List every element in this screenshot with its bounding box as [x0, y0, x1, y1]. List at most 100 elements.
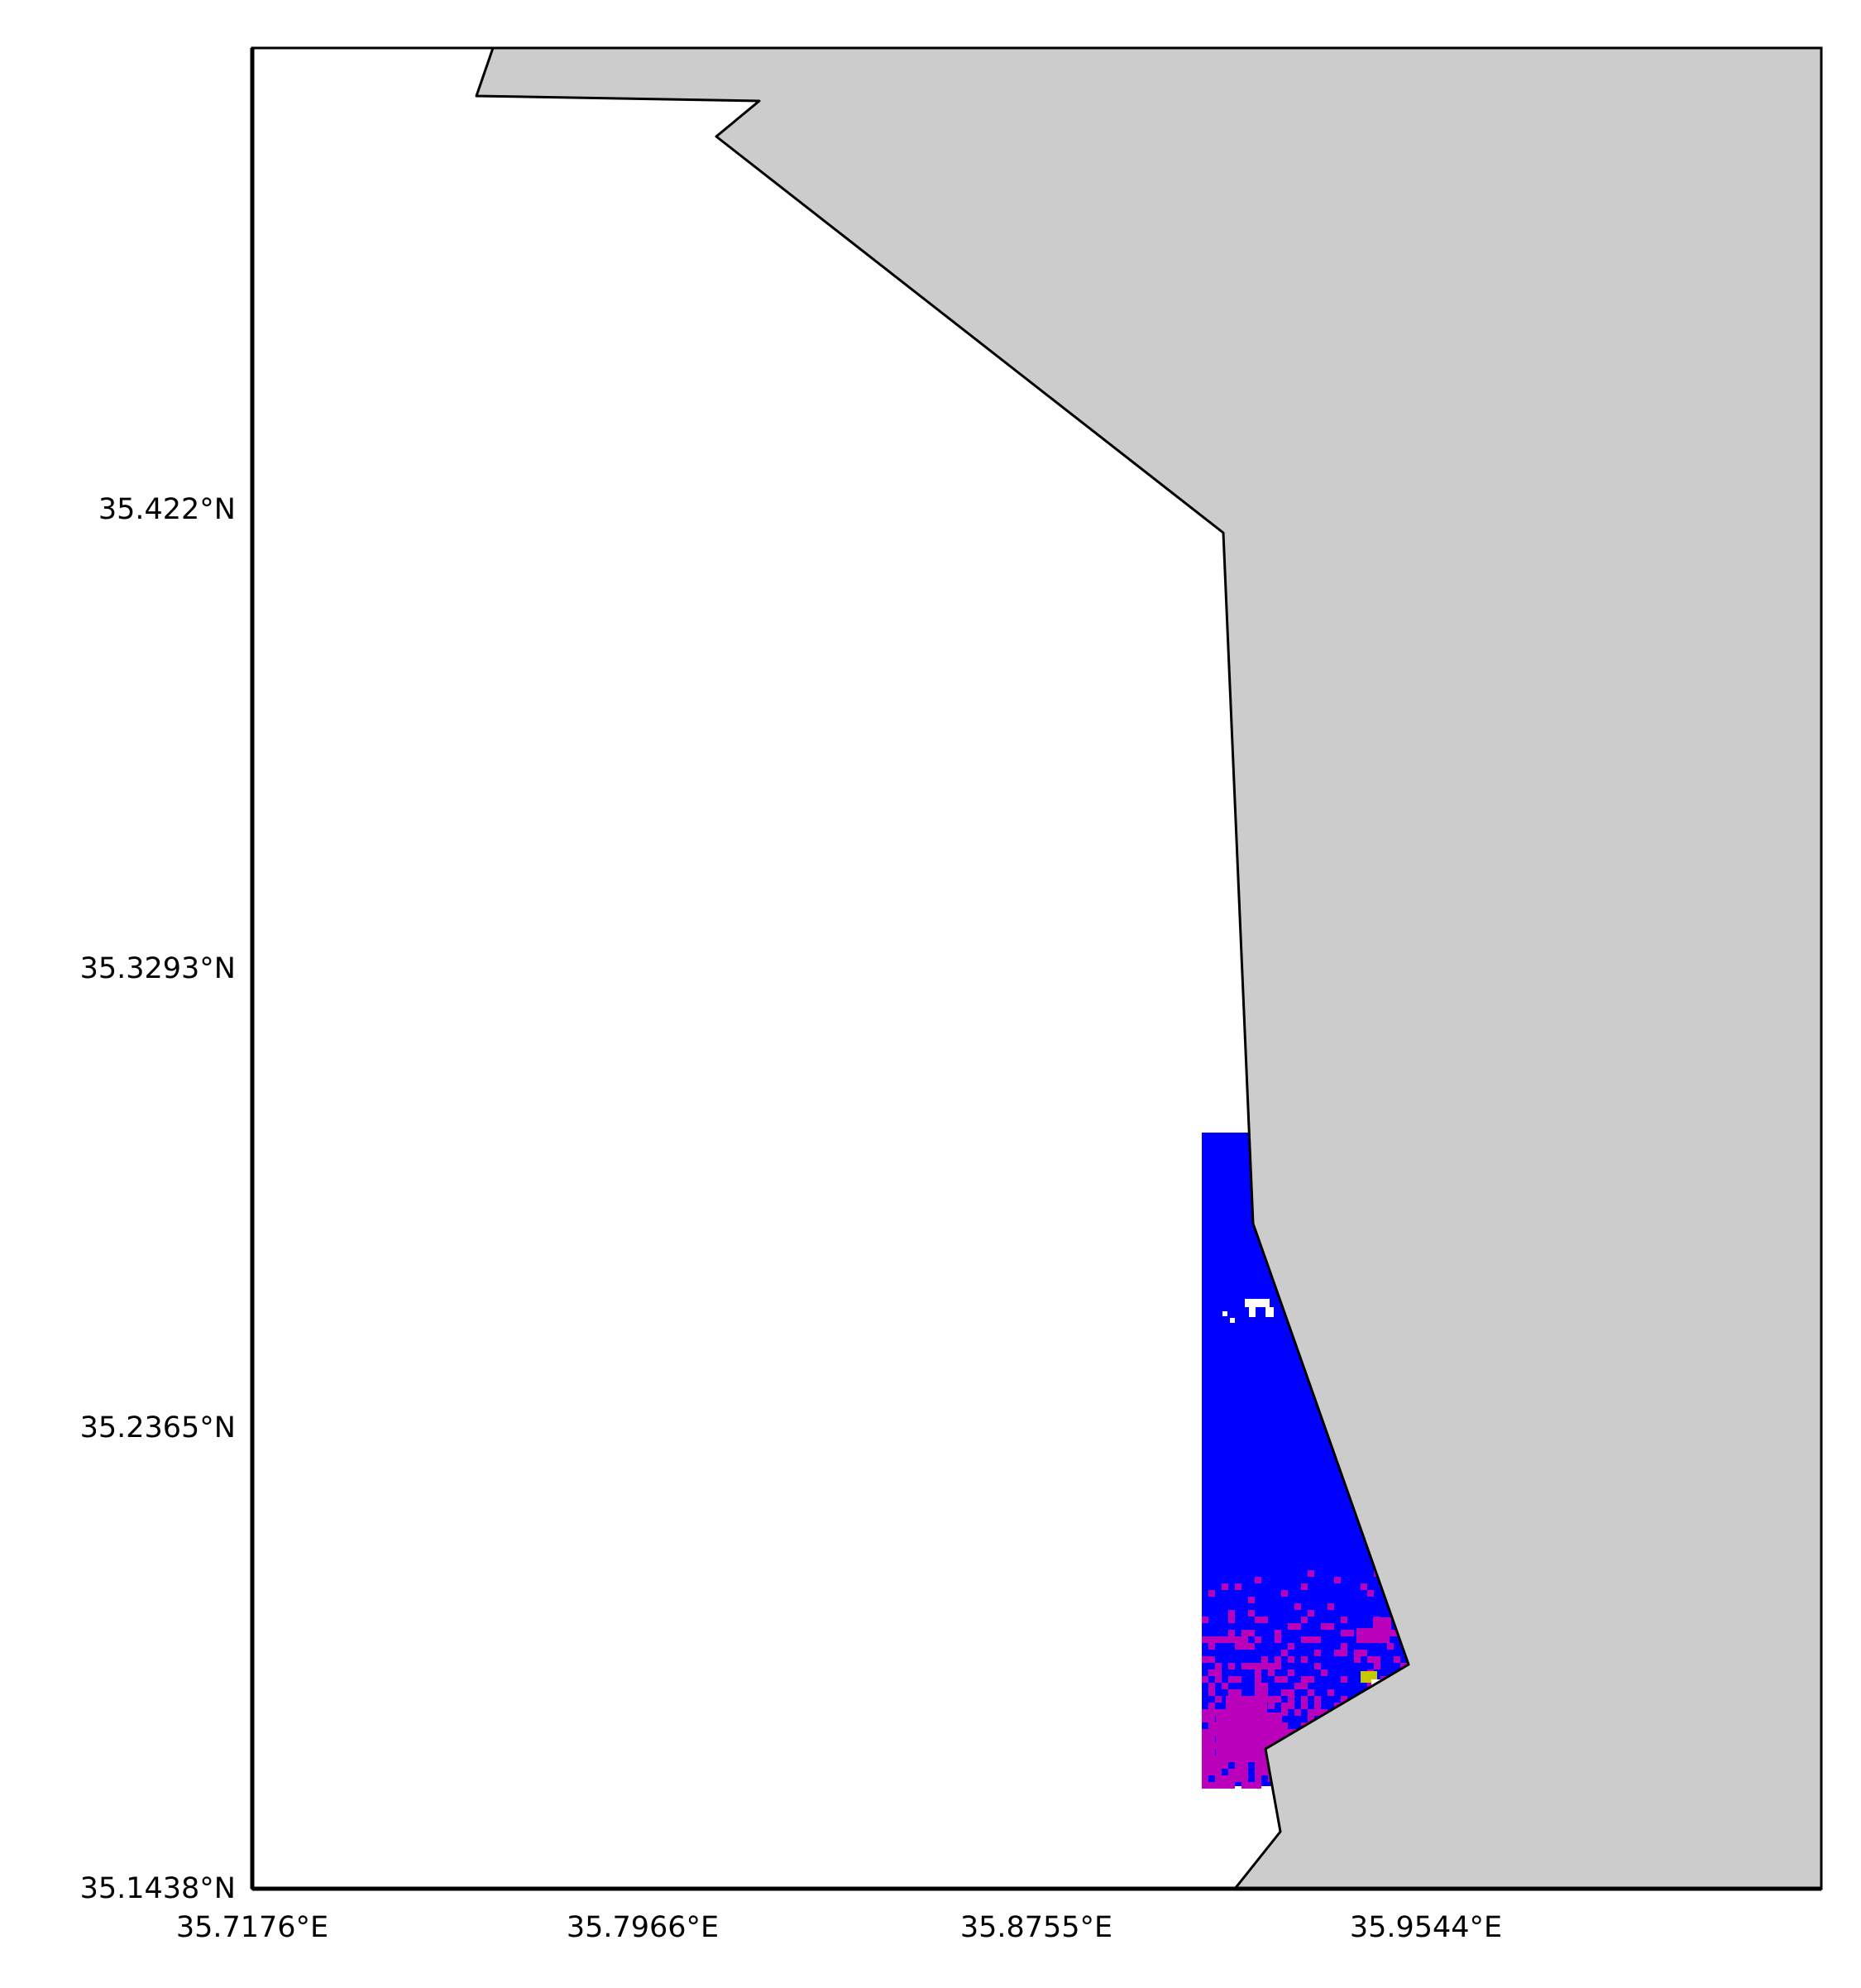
raster-cell — [1288, 1623, 1294, 1630]
raster-cell — [1248, 1663, 1255, 1669]
raster-cell — [1275, 1630, 1281, 1636]
raster-gap — [1249, 1307, 1256, 1317]
raster-cell — [1208, 1762, 1215, 1769]
raster-cell — [1294, 1603, 1301, 1610]
raster-cell — [1255, 1775, 1261, 1782]
lat-label: 35.1438°N — [80, 1872, 236, 1905]
raster-cell — [1328, 1689, 1334, 1696]
raster-cell — [1202, 1617, 1208, 1623]
raster-cell — [1294, 1683, 1301, 1689]
raster-cell — [1228, 1630, 1235, 1636]
raster-cell — [1255, 1762, 1261, 1769]
raster-cell — [1202, 1742, 1208, 1749]
raster-cell — [1394, 1656, 1400, 1663]
raster-cell — [1208, 1782, 1215, 1789]
raster-cell — [1248, 1597, 1255, 1603]
raster-cell — [1261, 1683, 1268, 1689]
raster-cell — [1268, 1663, 1275, 1669]
raster-cell — [1202, 1736, 1208, 1742]
raster-cell — [1288, 1689, 1294, 1696]
raster-cell — [1288, 1643, 1294, 1650]
raster-cell — [1261, 1762, 1268, 1769]
raster-cell — [1235, 1762, 1241, 1769]
raster-cell — [1387, 1643, 1394, 1650]
raster-cell — [1228, 1782, 1235, 1789]
raster-cell — [1341, 1676, 1347, 1683]
raster-cell — [1241, 1643, 1248, 1650]
raster-cell — [1314, 1703, 1321, 1709]
raster-cell — [1202, 1782, 1208, 1789]
raster-cell — [1208, 1736, 1215, 1742]
raster-cell — [1294, 1623, 1301, 1630]
raster-cell — [1208, 1643, 1215, 1650]
raster-cell — [1222, 1775, 1228, 1782]
raster-cell — [1334, 1650, 1341, 1656]
raster-cell — [1255, 1617, 1261, 1623]
raster-gap — [1222, 1311, 1227, 1316]
raster-cell — [1261, 1769, 1268, 1775]
raster-cell — [1255, 1769, 1261, 1775]
raster-cell — [1208, 1756, 1215, 1762]
raster-cell — [1208, 1683, 1215, 1689]
raster-cell — [1301, 1656, 1308, 1663]
raster-cell — [1222, 1683, 1228, 1689]
raster-cell — [1308, 1709, 1314, 1716]
raster-cell — [1248, 1630, 1255, 1636]
raster-cell — [1268, 1703, 1275, 1709]
raster-cell — [1354, 1656, 1361, 1663]
raster-cell — [1215, 1762, 1222, 1769]
raster-cell — [1261, 1663, 1268, 1669]
raster-cell — [1356, 1628, 1390, 1643]
raster-cell — [1241, 1636, 1248, 1643]
raster-cell — [1341, 1696, 1347, 1703]
raster-cell — [1208, 1656, 1215, 1663]
raster-cell — [1255, 1636, 1261, 1643]
raster-cell — [1226, 1696, 1267, 1717]
raster-cell — [1255, 1669, 1261, 1676]
raster-cell — [1301, 1636, 1308, 1643]
raster-cell — [1248, 1643, 1255, 1650]
raster-cell — [1208, 1669, 1215, 1676]
raster-cell — [1347, 1630, 1354, 1636]
land-area — [475, 48, 1821, 1889]
raster-cell — [1235, 1676, 1241, 1683]
raster-cell — [1241, 1663, 1248, 1669]
raster-cell — [1248, 1610, 1255, 1617]
raster-cell — [1374, 1663, 1380, 1669]
raster-cell — [1367, 1590, 1374, 1597]
raster-cell — [1374, 1656, 1380, 1663]
raster-cell — [1202, 1716, 1208, 1722]
raster-cell — [1241, 1762, 1248, 1769]
raster-cell — [1228, 1689, 1235, 1696]
raster-cell — [1275, 1676, 1281, 1683]
raster-cell — [1361, 1583, 1367, 1590]
raster-cell — [1222, 1762, 1228, 1769]
raster-cell — [1235, 1769, 1241, 1775]
raster-cell — [1202, 1756, 1208, 1762]
raster-cell — [1202, 1676, 1208, 1683]
raster-cell — [1294, 1709, 1301, 1716]
raster-cell — [1301, 1583, 1308, 1590]
raster-cell — [1301, 1617, 1308, 1623]
raster-cell — [1228, 1769, 1235, 1775]
raster-cell — [1215, 1669, 1222, 1676]
raster-cell — [1328, 1603, 1334, 1610]
raster-cell — [1208, 1689, 1215, 1696]
raster-cell — [1208, 1590, 1215, 1597]
raster-cell — [1228, 1610, 1235, 1617]
raster-cell — [1255, 1676, 1261, 1683]
raster-cell — [1373, 1617, 1391, 1630]
raster-cell — [1208, 1729, 1215, 1736]
raster-cell — [1275, 1656, 1281, 1663]
raster-cell — [1308, 1570, 1314, 1577]
raster-cell — [1208, 1722, 1215, 1729]
raster-cell — [1314, 1650, 1321, 1656]
raster-cell — [1202, 1769, 1208, 1775]
raster-cell — [1215, 1676, 1222, 1683]
raster-cell — [1281, 1650, 1288, 1656]
raster-cell — [1215, 1782, 1222, 1789]
raster-cell — [1288, 1656, 1294, 1663]
raster-cell — [1202, 1749, 1208, 1756]
raster-cell — [1354, 1650, 1361, 1656]
raster-cell — [1241, 1769, 1248, 1775]
